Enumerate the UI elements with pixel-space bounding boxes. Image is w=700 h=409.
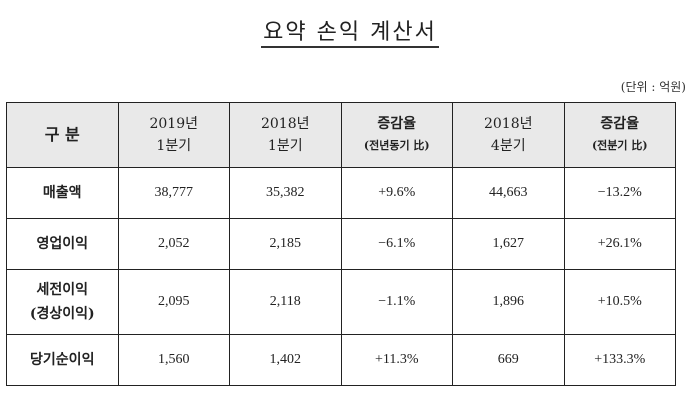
value-cell: +9.6%	[340, 167, 453, 219]
header-qoq-change: 증감율 (전분기 比)	[563, 102, 676, 168]
header-row: 구 분 2019년 1분기 2018년 1분기 증감율 (전년동기 比) 2018년 4…	[6, 102, 676, 168]
income-statement-table: 구 분 2019년 1분기 2018년 1분기 증감율 (전년동기 比) 2018년 4…	[6, 102, 676, 386]
value-cell: 1,402	[229, 334, 342, 386]
header-category: 구 분	[6, 102, 119, 168]
value-cell: +133.3%	[563, 334, 676, 386]
value-cell: 2,052	[117, 218, 230, 270]
value-cell: 44,663	[452, 167, 565, 219]
table-row: 영업이익 2,052 2,185 −6.1% 1,627 +26.1%	[6, 218, 676, 270]
value-cell: −13.2%	[563, 167, 676, 219]
row-label: 세전이익 (경상이익)	[6, 269, 119, 335]
row-label: 당기순이익	[6, 334, 119, 386]
value-cell: 2,185	[229, 218, 342, 270]
value-cell: +11.3%	[340, 334, 453, 386]
header-2018q4: 2018년 4분기	[452, 102, 565, 168]
unit-note: (단위 : 억원)	[620, 80, 686, 94]
value-cell: −1.1%	[340, 269, 453, 335]
value-cell: +26.1%	[563, 218, 676, 270]
table-row: 당기순이익 1,560 1,402 +11.3% 669 +133.3%	[6, 334, 676, 386]
value-cell: 35,382	[229, 167, 342, 219]
header-2018q1: 2018년 1분기	[229, 102, 342, 168]
table-row: 세전이익 (경상이익) 2,095 2,118 −1.1% 1,896 +10.5%	[6, 269, 676, 335]
value-cell: 1,627	[452, 218, 565, 270]
value-cell: 2,118	[229, 269, 342, 335]
table-row: 매출액 38,777 35,382 +9.6% 44,663 −13.2%	[6, 167, 676, 219]
header-2019q1: 2019년 1분기	[117, 102, 230, 168]
value-cell: +10.5%	[563, 269, 676, 335]
document-title: 요약 손익 계산서	[0, 14, 700, 48]
value-cell: −6.1%	[340, 218, 453, 270]
value-cell: 1,560	[117, 334, 230, 386]
row-label: 매출액	[6, 167, 119, 219]
value-cell: 669	[452, 334, 565, 386]
value-cell: 2,095	[117, 269, 230, 335]
value-cell: 38,777	[117, 167, 230, 219]
row-label: 영업이익	[6, 218, 119, 270]
value-cell: 1,896	[452, 269, 565, 335]
header-yoy-change: 증감율 (전년동기 比)	[340, 102, 453, 168]
